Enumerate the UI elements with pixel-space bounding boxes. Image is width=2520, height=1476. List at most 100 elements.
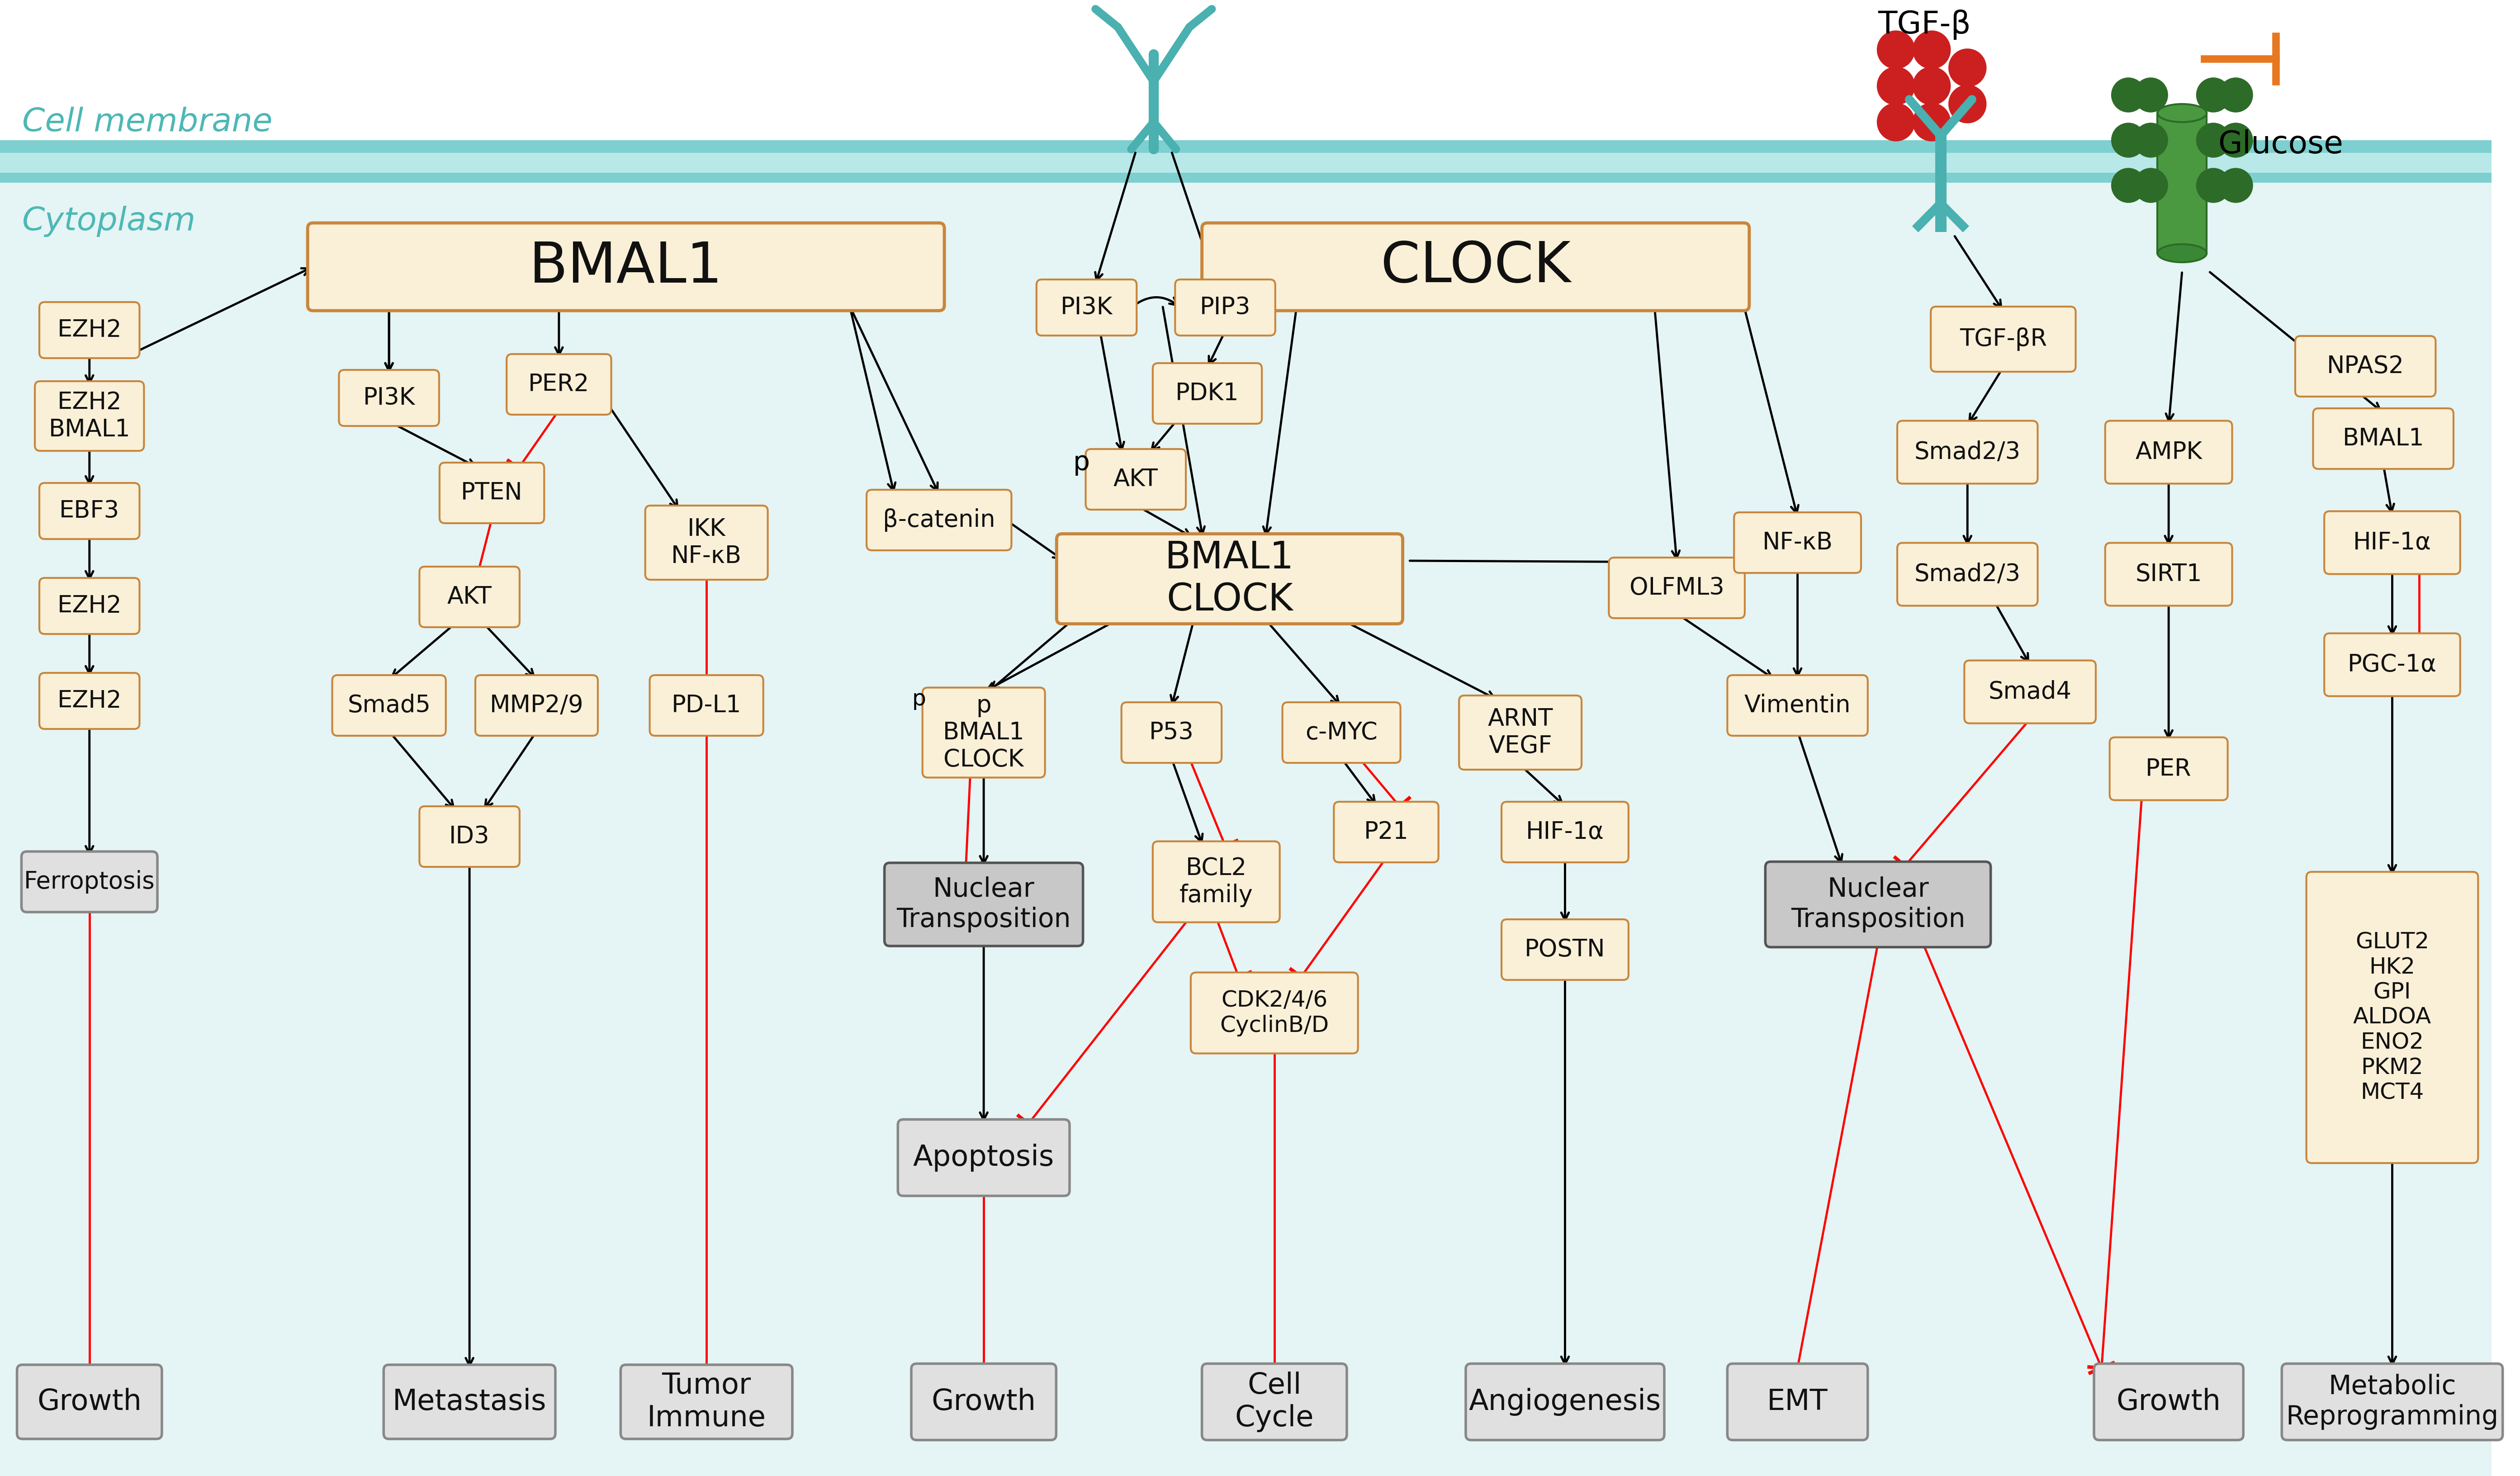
FancyBboxPatch shape [1152, 841, 1280, 922]
FancyBboxPatch shape [2306, 872, 2477, 1163]
Text: p
BMAL1
CLOCK: p BMAL1 CLOCK [942, 694, 1026, 772]
Text: p: p [912, 688, 927, 710]
Text: AMPK: AMPK [2134, 440, 2202, 463]
Circle shape [2218, 78, 2253, 112]
Text: P53: P53 [1149, 720, 1194, 744]
Text: PTEN: PTEN [461, 481, 522, 505]
FancyBboxPatch shape [1898, 421, 2039, 484]
Text: AKT: AKT [446, 584, 491, 608]
Bar [0, 154, 2492, 173]
FancyBboxPatch shape [2323, 511, 2460, 574]
FancyBboxPatch shape [1121, 703, 1222, 763]
FancyBboxPatch shape [1898, 543, 2039, 605]
Bar [0, 173, 2492, 183]
FancyBboxPatch shape [2296, 337, 2437, 397]
FancyBboxPatch shape [1036, 279, 1137, 335]
Circle shape [2197, 78, 2230, 112]
Text: P21: P21 [1363, 821, 1409, 844]
FancyBboxPatch shape [1734, 512, 1862, 573]
Circle shape [2197, 168, 2230, 202]
Ellipse shape [2157, 244, 2208, 263]
FancyBboxPatch shape [35, 381, 144, 450]
Text: Tumor
Immune: Tumor Immune [648, 1371, 766, 1432]
FancyBboxPatch shape [1459, 695, 1583, 769]
Text: NPAS2: NPAS2 [2326, 354, 2404, 378]
Text: Nuclear
Transposition: Nuclear Transposition [1792, 877, 1966, 933]
FancyBboxPatch shape [1502, 801, 1628, 862]
Text: CLOCK: CLOCK [1381, 239, 1570, 294]
Text: EZH2: EZH2 [58, 319, 121, 342]
FancyBboxPatch shape [40, 483, 139, 539]
Circle shape [1877, 66, 1915, 105]
FancyBboxPatch shape [1202, 1364, 1346, 1441]
FancyBboxPatch shape [1767, 862, 1991, 948]
Text: Ferroptosis: Ferroptosis [23, 869, 154, 893]
Circle shape [1913, 31, 1950, 69]
Text: MMP2/9: MMP2/9 [489, 694, 585, 717]
FancyBboxPatch shape [40, 673, 139, 729]
Text: c-MYC: c-MYC [1305, 720, 1378, 744]
Text: Angiogenesis: Angiogenesis [1469, 1387, 1661, 1415]
Text: Apoptosis: Apoptosis [912, 1144, 1053, 1172]
Circle shape [2218, 123, 2253, 158]
Text: PIP3: PIP3 [1200, 295, 1250, 319]
Circle shape [1877, 31, 1915, 69]
Text: CDK2/4/6
CyclinB/D: CDK2/4/6 CyclinB/D [1220, 989, 1328, 1036]
Circle shape [1877, 103, 1915, 142]
Text: PD-L1: PD-L1 [673, 694, 741, 717]
Text: Smad5: Smad5 [348, 694, 431, 717]
Bar [0, 183, 2492, 1476]
FancyBboxPatch shape [885, 863, 1084, 946]
Circle shape [1913, 103, 1950, 142]
FancyBboxPatch shape [2323, 633, 2460, 697]
FancyBboxPatch shape [1333, 801, 1439, 862]
Text: Growth: Growth [38, 1387, 141, 1415]
Text: BMAL1: BMAL1 [2344, 427, 2424, 450]
Text: EZH2
BMAL1: EZH2 BMAL1 [48, 391, 131, 441]
FancyBboxPatch shape [1930, 307, 2076, 372]
Text: Growth: Growth [2117, 1387, 2220, 1415]
FancyBboxPatch shape [867, 490, 1011, 551]
FancyBboxPatch shape [2281, 1364, 2502, 1441]
Text: Smad2/3: Smad2/3 [1915, 562, 2021, 586]
FancyBboxPatch shape [620, 1365, 791, 1439]
Bar [0, 140, 2492, 154]
FancyBboxPatch shape [1152, 363, 1263, 424]
Text: Cytoplasm: Cytoplasm [23, 207, 197, 238]
FancyBboxPatch shape [1467, 1364, 1663, 1441]
Text: Growth: Growth [932, 1387, 1036, 1415]
Circle shape [2112, 78, 2145, 112]
Circle shape [2112, 123, 2145, 158]
Circle shape [2218, 168, 2253, 202]
FancyBboxPatch shape [1502, 920, 1628, 980]
Circle shape [2134, 123, 2167, 158]
Text: Cell
Cycle: Cell Cycle [1235, 1371, 1313, 1432]
FancyBboxPatch shape [1174, 279, 1275, 335]
FancyBboxPatch shape [507, 354, 612, 415]
Text: Metastasis: Metastasis [393, 1387, 547, 1415]
Text: ID3: ID3 [449, 825, 489, 849]
Text: Smad4: Smad4 [1988, 680, 2071, 704]
FancyBboxPatch shape [1726, 675, 1867, 735]
Text: Nuclear
Transposition: Nuclear Transposition [897, 877, 1071, 933]
FancyBboxPatch shape [645, 506, 769, 580]
Text: BMAL1: BMAL1 [529, 239, 723, 294]
FancyBboxPatch shape [1056, 534, 1404, 624]
Text: BMAL1
CLOCK: BMAL1 CLOCK [1164, 539, 1295, 618]
Text: Smad2/3: Smad2/3 [1915, 440, 2021, 463]
FancyBboxPatch shape [2104, 421, 2233, 484]
FancyBboxPatch shape [23, 852, 156, 912]
Text: EMT: EMT [1767, 1387, 1827, 1415]
FancyBboxPatch shape [1202, 223, 1749, 310]
Text: TGF-β: TGF-β [1877, 10, 1971, 40]
FancyBboxPatch shape [1963, 660, 2097, 723]
Text: PER: PER [2145, 757, 2192, 781]
Circle shape [1913, 66, 1950, 105]
Text: p: p [1074, 450, 1091, 475]
Circle shape [2112, 168, 2145, 202]
FancyBboxPatch shape [1192, 973, 1358, 1054]
FancyBboxPatch shape [2109, 738, 2228, 800]
FancyBboxPatch shape [476, 675, 597, 735]
Text: EBF3: EBF3 [60, 499, 118, 523]
FancyBboxPatch shape [1726, 1364, 1867, 1441]
